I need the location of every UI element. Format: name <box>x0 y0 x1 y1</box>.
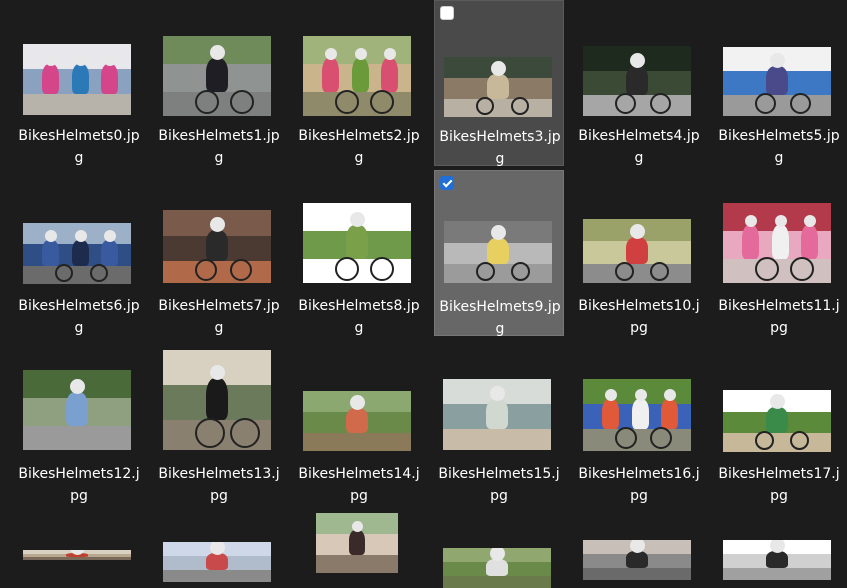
file-name-label: BikesHelmets5.jpg <box>718 128 840 166</box>
file-tile-bikeshelmets3-jpg[interactable]: BikesHelmets3.jpg <box>434 0 564 167</box>
select-checkbox[interactable] <box>440 176 454 190</box>
file-thumbnail-grid: BikesHelmets0.jpg BikesHelmets1.jpg BikesH… <box>0 0 847 559</box>
file-tile-bikeshelmets9-jpg[interactable]: BikesHelmets9.jpg <box>434 170 564 337</box>
file-tile-bikeshelmets8-jpg[interactable]: BikesHelmets8.jpg <box>294 170 424 336</box>
file-name-label: BikesHelmets15.jpg <box>438 466 560 504</box>
thumbnail-image <box>23 370 131 450</box>
file-name-label: BikesHelmets12.jpg <box>18 466 140 504</box>
file-name-label: BikesHelmets11.jpg <box>718 298 840 336</box>
file-tile-bikeshelmets16-jpg[interactable]: BikesHelmets16.jpg <box>574 338 704 504</box>
file-tile[interactable] <box>434 505 564 588</box>
file-tile[interactable] <box>306 505 436 573</box>
file-name-label: BikesHelmets2.jpg <box>298 128 420 166</box>
thumbnail-image <box>303 203 411 283</box>
thumbnail-image <box>23 223 131 284</box>
file-name-label: BikesHelmets16.jpg <box>578 466 700 504</box>
thumbnail-image <box>583 219 691 283</box>
thumbnail-image <box>303 36 411 116</box>
file-tile-bikeshelmets17-jpg[interactable]: BikesHelmets17.jpg <box>714 338 844 504</box>
file-tile-bikeshelmets5-jpg[interactable]: BikesHelmets5.jpg <box>714 0 844 166</box>
file-name-label: BikesHelmets7.jpg <box>158 298 280 336</box>
thumbnail-image <box>583 540 691 580</box>
file-tile-bikeshelmets2-jpg[interactable]: BikesHelmets2.jpg <box>294 0 424 166</box>
file-tile-bikeshelmets12-jpg[interactable]: BikesHelmets12.jpg <box>14 338 144 504</box>
thumbnail-image <box>443 379 551 450</box>
file-tile-bikeshelmets1-jpg[interactable]: BikesHelmets1.jpg <box>154 0 284 166</box>
thumbnail-image <box>163 36 271 116</box>
thumbnail-image <box>303 391 411 451</box>
thumbnail-image <box>583 46 691 116</box>
thumbnail-image <box>723 390 831 452</box>
file-tile-bikeshelmets13-jpg[interactable]: BikesHelmets13.jpg <box>154 338 284 504</box>
thumbnail-image <box>23 44 131 115</box>
file-name-label: BikesHelmets8.jpg <box>298 298 420 336</box>
thumbnail-image <box>444 221 552 283</box>
file-tile[interactable] <box>154 505 284 582</box>
thumbnail-image <box>583 379 691 451</box>
thumbnail-image <box>723 47 831 116</box>
file-tile-bikeshelmets7-jpg[interactable]: BikesHelmets7.jpg <box>154 170 284 336</box>
thumbnail-image <box>443 548 551 588</box>
thumbnail-image <box>444 57 552 117</box>
file-tile-bikeshelmets0-jpg[interactable]: BikesHelmets0.jpg <box>14 0 144 166</box>
file-tile-bikeshelmets10-jpg[interactable]: BikesHelmets10.jpg <box>574 170 704 336</box>
file-tile-bikeshelmets4-jpg[interactable]: BikesHelmets4.jpg <box>574 0 704 166</box>
file-tile-bikeshelmets14-jpg[interactable]: BikesHelmets14.jpg <box>294 338 424 504</box>
file-name-label: BikesHelmets10.jpg <box>578 298 700 336</box>
file-name-label: BikesHelmets3.jpg <box>439 129 561 167</box>
thumbnail-image <box>723 203 831 283</box>
file-name-label: BikesHelmets1.jpg <box>158 128 280 166</box>
file-tile-bikeshelmets15-jpg[interactable]: BikesHelmets15.jpg <box>434 338 564 504</box>
select-checkbox[interactable] <box>440 6 454 20</box>
file-tile-bikeshelmets6-jpg[interactable]: BikesHelmets6.jpg <box>14 170 144 336</box>
thumbnail-image <box>163 210 271 283</box>
thumbnail-image <box>163 350 271 450</box>
thumbnail-image <box>316 513 398 573</box>
file-name-label: BikesHelmets17.jpg <box>718 466 840 504</box>
file-name-label: BikesHelmets14.jpg <box>298 466 420 504</box>
thumbnail-image <box>163 542 271 582</box>
thumbnail-image <box>723 540 831 580</box>
file-name-label: BikesHelmets4.jpg <box>578 128 700 166</box>
file-name-label: BikesHelmets6.jpg <box>18 298 140 336</box>
file-tile[interactable] <box>14 505 144 565</box>
file-name-label: BikesHelmets13.jpg <box>158 466 280 504</box>
file-name-label: BikesHelmets0.jpg <box>18 128 140 166</box>
file-tile[interactable] <box>574 505 704 580</box>
file-name-label: BikesHelmets9.jpg <box>439 299 561 337</box>
file-tile[interactable] <box>714 505 844 580</box>
file-tile-bikeshelmets11-jpg[interactable]: BikesHelmets11.jpg <box>714 170 844 336</box>
